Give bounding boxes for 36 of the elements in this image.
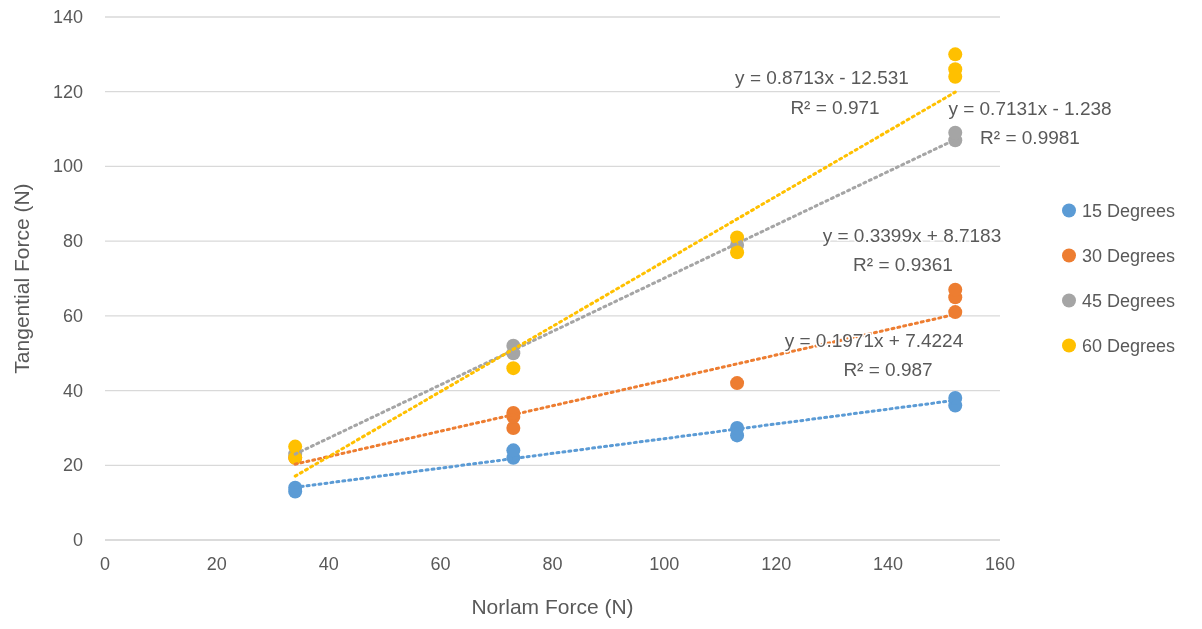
legend-label: 15 Degrees [1082,200,1176,221]
legend-label: 60 Degrees [1082,335,1176,356]
x-tick-label: 160 [984,554,1016,574]
y-tick-label: 60 [62,305,83,326]
point [730,245,745,260]
y-tick-label: 20 [62,455,83,476]
x-tick-label: 40 [318,554,339,574]
x-tick-label: 100 [649,554,680,574]
x-tick-label: 80 [542,554,563,574]
annotation: R² = 0.987 [843,359,933,380]
y-tick-label: 100 [52,156,83,177]
annotation: y = 0.3399x + 8.7183 [822,225,1002,246]
annotation: R² = 0.971 [790,97,880,118]
legend-label: 45 Degrees [1082,290,1176,311]
point [506,420,521,435]
annotation: R² = 0.9361 [853,254,953,275]
x-axis-title: Norlam Force (N) [471,595,634,618]
annotation: R² = 0.9981 [980,127,1080,148]
x-tick-label: 20 [206,554,227,574]
point [948,305,963,320]
y-tick-label: 140 [52,7,83,27]
y-tick-label: 80 [62,231,83,252]
point [506,361,521,376]
x-tick-label: 120 [761,554,792,574]
y-tick-label: 40 [62,380,83,401]
x-tick-label: 60 [430,554,451,574]
y-tick-label: 0 [72,530,83,550]
annotation: y = 0.7131x - 1.238 [948,98,1112,119]
x-tick-label: 140 [873,554,904,574]
y-axis-title: Tangential Force (N) [10,183,33,374]
y-tick-label: 120 [52,81,83,102]
point [730,376,745,391]
legend-label: 30 Degrees [1082,245,1176,266]
point [948,47,963,62]
x-tick-label: 0 [99,554,111,574]
annotation: y = 0.8713x - 12.531 [735,67,909,88]
